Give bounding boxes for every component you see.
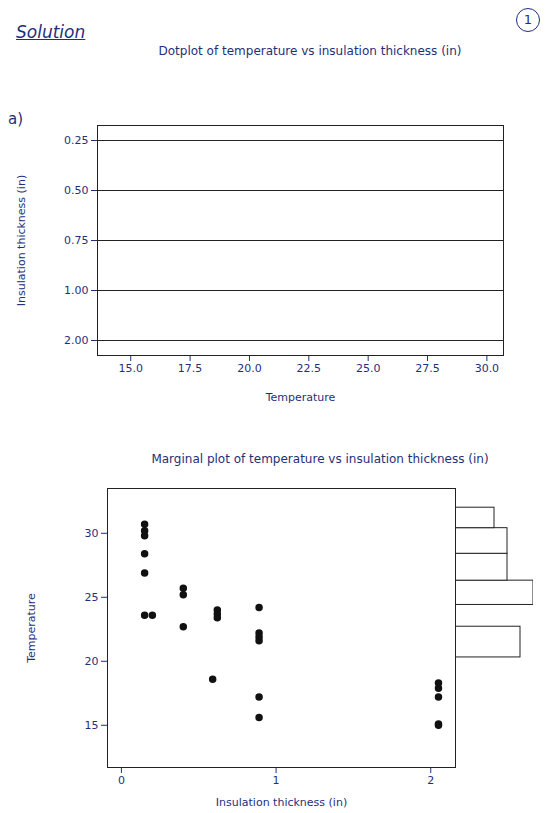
- html-text:Dotplot of temperature vs insu: Dotplot of temperature vs insulation thi…: [158, 44, 462, 58]
- svg-text:0.25: 0.25: [64, 134, 89, 147]
- svg-text:0: 0: [118, 774, 125, 787]
- svg-text:Insulation thickness (in): Insulation thickness (in): [15, 175, 28, 306]
- html-text:Solution: Solution: [16, 22, 86, 42]
- svg-text:2: 2: [427, 774, 434, 787]
- svg-text:2.00: 2.00: [64, 334, 89, 347]
- svg-text:Insulation thickness (in): Insulation thickness (in): [216, 796, 347, 809]
- svg-text:1.00: 1.00: [64, 284, 89, 297]
- svg-text:1: 1: [273, 774, 280, 787]
- svg-text:25.0: 25.0: [356, 362, 381, 375]
- svg-text:27.5: 27.5: [415, 362, 440, 375]
- svg-text:15.0: 15.0: [118, 362, 143, 375]
- svg-text:0.75: 0.75: [64, 234, 89, 247]
- svg-text:25: 25: [85, 591, 99, 604]
- svg-text:22.5: 22.5: [297, 362, 322, 375]
- html-text:a): a): [8, 110, 23, 128]
- svg-text:20: 20: [85, 655, 99, 668]
- svg-text:Temperature: Temperature: [265, 391, 336, 404]
- html-text:1: 1: [523, 12, 533, 27]
- svg-text:30.0: 30.0: [475, 362, 500, 375]
- svg-text:17.5: 17.5: [178, 362, 203, 375]
- svg-text:0.50: 0.50: [64, 184, 89, 197]
- svg-text:30: 30: [85, 527, 99, 540]
- svg-text:Temperature: Temperature: [25, 593, 38, 664]
- svg-text:20.0: 20.0: [237, 362, 262, 375]
- svg-text:15: 15: [85, 719, 99, 732]
- html-text:Marginal plot of temperature v: Marginal plot of temperature vs insulati…: [151, 452, 489, 466]
